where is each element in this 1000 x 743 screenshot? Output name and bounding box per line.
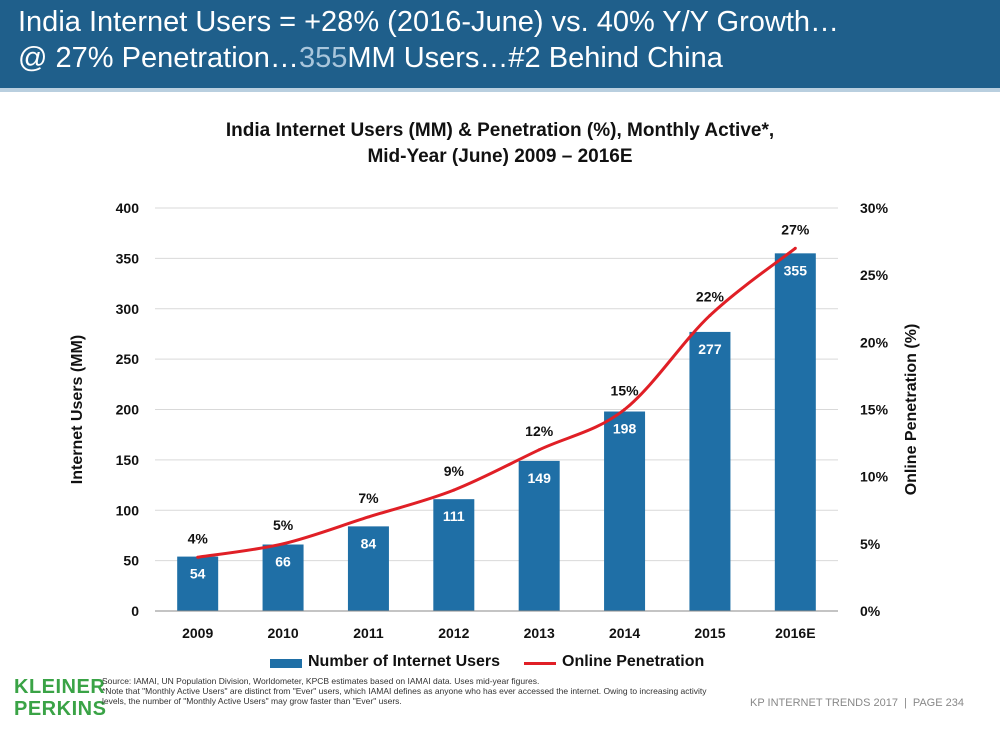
header-line-2-prefix: @ 27% Penetration… [18,42,299,74]
chart-gridlines [155,207,838,562]
logo-line-1: KLEINER [14,676,106,698]
bar [604,411,646,611]
bar [774,253,816,611]
y-left-tick-label: 150 [116,452,140,468]
bar [689,331,731,611]
y-left-tick-label: 200 [116,402,140,418]
bar-value-label: 277 [698,341,722,357]
legend-bar-swatch [270,659,302,668]
y-right-tick-label: 15% [860,402,889,418]
source-line-1: Source: IAMAI, UN Population Division, W… [102,676,540,686]
chart-bars [177,253,816,611]
y-left-tick-label: 400 [116,200,140,216]
x-tick-label: 2016E [775,625,815,641]
y-left-tick-label: 0 [131,603,139,619]
penetration-value-label: 4% [188,530,209,546]
x-tick-label: 2014 [609,625,640,641]
x-tick-label: 2009 [182,625,213,641]
legend-line-swatch [524,662,556,665]
header-line-2-highlight: 355 [298,42,348,74]
penetration-value-label: 22% [696,288,725,304]
y-right-tick-label: 20% [860,334,889,350]
header-title-line-2: @ 27% Penetration…355MM Users…#2 Behind … [18,42,723,75]
penetration-point [452,488,456,492]
penetration-point [708,313,712,317]
chart-penetration-labels: 4% 5% 7% 9% 12% 15% 22% 27% [188,221,810,546]
legend-label-users: Number of Internet Users [308,653,501,670]
source-line-2: *Note that "Monthly Active Users" are di… [102,686,707,706]
y-right-tick-label: 25% [860,267,889,283]
chart-penetration-line [196,246,797,559]
y-left-tick-label: 350 [116,250,140,266]
bar-value-label: 66 [275,554,291,570]
kleiner-perkins-logo: KLEINER PERKINS [14,676,106,720]
logo-line-2: PERKINS [14,698,107,720]
footer-page-info: KP INTERNET TRENDS 2017 | PAGE 234 [750,697,964,709]
bar [518,460,560,611]
penetration-point [281,542,285,546]
penetration-value-label: 12% [525,423,554,439]
legend-label-penetration: Online Penetration [562,653,705,670]
chart-axes: 0 50 100 150 200 250 300 350 400 0% 5% 10% 15% 20% 25%… [69,200,920,641]
penetration-point [793,246,797,250]
y-right-tick-label: 0% [860,603,881,619]
report-name: KP INTERNET TRENDS 2017 [750,697,898,709]
header-divider [0,88,1000,92]
y-left-tick-label: 300 [116,301,140,317]
x-tick-label: 2011 [353,625,384,641]
y-right-tick-label: 5% [860,536,881,552]
header-title-line-1: India Internet Users = +28% (2016-June) … [18,6,840,38]
y-left-axis-title: Internet Users (MM) [69,335,86,484]
y-left-tick-label: 250 [116,351,140,367]
header-line-2-suffix: MM Users…#2 Behind China [347,42,723,74]
bar-value-label: 198 [613,421,637,437]
y-right-tick-label: 30% [860,200,889,216]
x-tick-label: 2015 [694,625,725,641]
penetration-point [196,555,200,559]
penetration-value-label: 7% [358,490,379,506]
bar-value-label: 149 [528,470,552,486]
penetration-value-label: 27% [781,221,810,237]
x-tick-label: 2013 [524,625,555,641]
bar-value-label: 54 [190,566,206,582]
bar [347,526,389,611]
penetration-line-path [197,247,797,559]
penetration-point [366,515,370,519]
bar [433,499,475,611]
chart-bar-labels: 54 66 84 111 149 198 277 355 [190,262,807,581]
y-left-tick-label: 100 [116,502,140,518]
bar [177,556,219,611]
bar-value-label: 111 [443,508,465,524]
source-note: Source: IAMAI, UN Population Division, W… [102,676,722,706]
slide-header: India Internet Users = +28% (2016-June) … [0,0,1000,88]
bar-value-label: 84 [361,535,377,551]
y-left-tick-label: 50 [123,553,139,569]
penetration-point [623,408,627,411]
x-tick-label: 2010 [267,625,298,641]
bar [262,544,304,611]
penetration-value-label: 5% [273,517,294,533]
chart-title-line-2: Mid-Year (June) 2009 – 2016E [367,146,633,167]
y-right-tick-label: 10% [860,469,889,485]
footer-separator: | [903,697,907,709]
y-right-axis-title: Online Penetration (%) [903,324,920,496]
chart-title-line-1: India Internet Users (MM) & Penetration … [225,120,775,141]
bar-value-label: 355 [784,262,808,278]
penetration-point [537,448,541,452]
penetration-value-label: 9% [444,463,465,479]
penetration-value-label: 15% [611,383,640,399]
page-number: PAGE 234 [912,697,964,709]
x-tick-label: 2012 [438,625,469,641]
